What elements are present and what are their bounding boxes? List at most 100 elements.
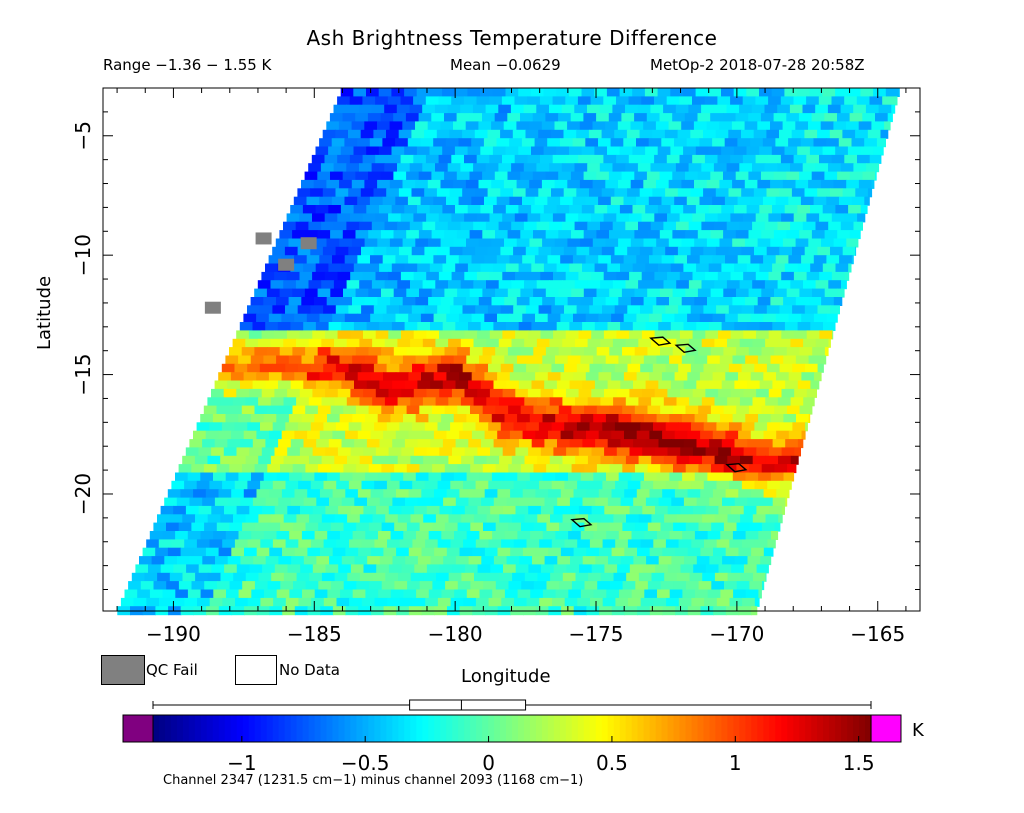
heatmap-cell bbox=[522, 313, 536, 323]
heatmap-cell bbox=[428, 414, 442, 423]
heatmap-cell bbox=[502, 154, 516, 164]
heatmap-cell bbox=[632, 146, 646, 156]
colorbar-segment bbox=[458, 715, 465, 742]
heatmap-cell bbox=[683, 263, 697, 273]
colorbar-segment bbox=[182, 715, 190, 742]
heatmap-cell bbox=[817, 129, 831, 139]
heatmap-cell bbox=[478, 238, 492, 248]
heatmap-cell bbox=[846, 121, 860, 131]
heatmap-cell bbox=[579, 179, 594, 189]
heatmap-cell bbox=[711, 522, 725, 532]
heatmap-cell bbox=[328, 205, 342, 214]
heatmap-cell bbox=[742, 96, 756, 106]
coastline-island-3 bbox=[725, 462, 748, 473]
heatmap-cell bbox=[366, 439, 381, 449]
heatmap-cell bbox=[450, 597, 464, 607]
heatmap-cell bbox=[771, 88, 785, 97]
heatmap-cell bbox=[292, 230, 306, 240]
heatmap-cell bbox=[690, 305, 704, 315]
heatmap-cell bbox=[337, 213, 351, 223]
heatmap-cell bbox=[725, 430, 739, 440]
heatmap-cell bbox=[756, 564, 769, 574]
heatmap-cell bbox=[582, 556, 596, 566]
heatmap-cell bbox=[477, 505, 491, 515]
heatmap-cell bbox=[752, 163, 766, 173]
heatmap-cell bbox=[689, 514, 703, 524]
heatmap-cell bbox=[685, 405, 699, 415]
heatmap-cell bbox=[412, 422, 426, 432]
heatmap-cell bbox=[566, 447, 580, 457]
colorbar-segment bbox=[410, 715, 417, 742]
heatmap-cell bbox=[602, 539, 616, 549]
heatmap-cell bbox=[726, 163, 740, 173]
heatmap-cell bbox=[718, 564, 732, 574]
heatmap-cell bbox=[871, 121, 885, 131]
heatmap-cell bbox=[508, 464, 522, 474]
colorbar-tick-label: −0.5 bbox=[341, 751, 390, 775]
heatmap-cell bbox=[404, 88, 418, 97]
heatmap-cell bbox=[368, 347, 382, 357]
heatmap-cell bbox=[680, 447, 694, 457]
heatmap-cell bbox=[428, 355, 442, 365]
heatmap-cell bbox=[402, 179, 416, 189]
heatmap-cell bbox=[764, 163, 778, 173]
heatmap-cell bbox=[639, 246, 654, 256]
colorbar-segment bbox=[601, 715, 609, 742]
heatmap-cell bbox=[622, 347, 636, 357]
heatmap-cell bbox=[702, 572, 716, 582]
heatmap-cell bbox=[680, 564, 694, 574]
heatmap-cell bbox=[578, 271, 592, 281]
heatmap-cell bbox=[700, 430, 714, 440]
heatmap-cell bbox=[268, 313, 283, 323]
heatmap-cell bbox=[302, 589, 316, 599]
heatmap-cell bbox=[555, 531, 569, 540]
heatmap-cell bbox=[376, 564, 390, 574]
heatmap-cell bbox=[623, 313, 637, 323]
heatmap-cell bbox=[537, 397, 551, 407]
heatmap-cell bbox=[784, 322, 799, 331]
heatmap-cell bbox=[682, 472, 696, 482]
heatmap-cell bbox=[438, 271, 453, 281]
heatmap-cell bbox=[265, 556, 279, 566]
heatmap-cell bbox=[740, 514, 754, 524]
heatmap-cell bbox=[582, 439, 596, 449]
heatmap-cell bbox=[681, 297, 695, 306]
heatmap-cell bbox=[222, 597, 236, 607]
heatmap-cell bbox=[687, 547, 701, 557]
heatmap-cell bbox=[529, 414, 544, 423]
heatmap-cell bbox=[803, 338, 817, 348]
heatmap-cell bbox=[840, 221, 855, 231]
heatmap-cell bbox=[330, 347, 344, 357]
heatmap-cell bbox=[349, 539, 363, 549]
heatmap-cell bbox=[483, 138, 498, 148]
heatmap-cell bbox=[641, 154, 655, 164]
heatmap-cell bbox=[817, 305, 831, 315]
heatmap-cell bbox=[656, 355, 670, 365]
heatmap-cell bbox=[699, 255, 713, 265]
heatmap-cell bbox=[490, 447, 504, 457]
heatmap-cell bbox=[578, 505, 593, 515]
heatmap-cell bbox=[688, 104, 702, 114]
heatmap-cell bbox=[547, 313, 561, 323]
heatmap-cell bbox=[631, 589, 645, 599]
heatmap-cell bbox=[783, 472, 795, 482]
heatmap-cell bbox=[599, 163, 614, 173]
y-tick-label: −20 bbox=[71, 473, 95, 515]
heatmap-cell bbox=[463, 480, 477, 490]
colorbar-segment bbox=[727, 715, 734, 742]
heatmap-cell bbox=[833, 179, 847, 189]
heatmap-cell bbox=[330, 230, 344, 240]
heatmap-cell bbox=[686, 138, 700, 148]
heatmap-cell bbox=[399, 480, 413, 490]
heatmap-cell bbox=[410, 514, 424, 524]
heatmap-cell bbox=[628, 154, 643, 164]
heatmap-cell bbox=[476, 271, 491, 281]
colorbar-segment bbox=[176, 715, 184, 742]
heatmap-cell bbox=[776, 372, 790, 382]
heatmap-cell bbox=[710, 113, 724, 123]
heatmap-cell bbox=[377, 355, 391, 365]
heatmap-cell bbox=[417, 380, 431, 390]
heatmap-cell bbox=[396, 104, 411, 114]
heatmap-cell bbox=[708, 322, 723, 331]
heatmap-cell bbox=[196, 480, 210, 490]
